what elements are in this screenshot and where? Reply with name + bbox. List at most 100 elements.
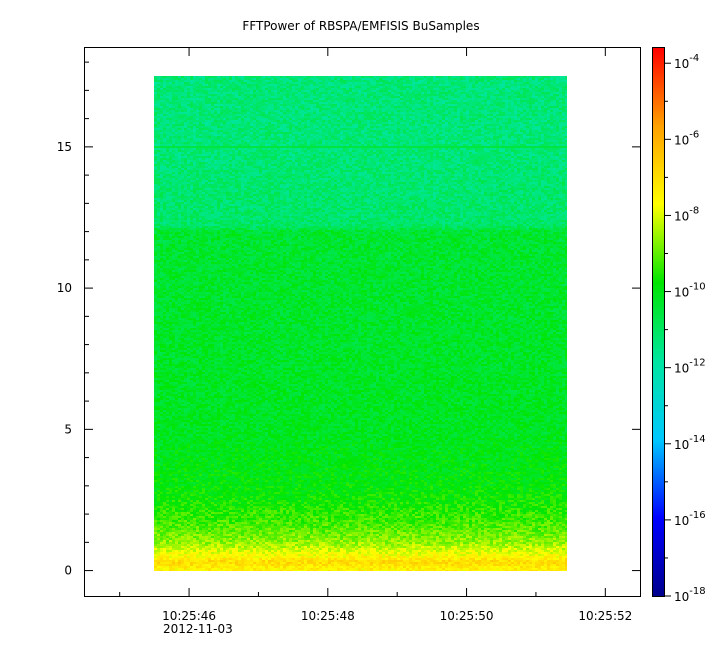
- heatmap-cell: [502, 98, 505, 100]
- heatmap-cell: [430, 128, 433, 130]
- heatmap-cell: [181, 78, 184, 80]
- heatmap-cell: [232, 140, 235, 142]
- heatmap-cell: [499, 110, 502, 112]
- heatmap-cell: [250, 80, 253, 82]
- heatmap-cell: [421, 76, 424, 78]
- heatmap-cell: [247, 88, 250, 90]
- heatmap-cell: [520, 90, 523, 92]
- heatmap-cell: [259, 98, 262, 100]
- heatmap-cell: [295, 110, 298, 112]
- heatmap-cell: [226, 106, 229, 108]
- heatmap-cell: [427, 114, 430, 116]
- heatmap-cell: [265, 120, 268, 122]
- heatmap-cell: [211, 142, 214, 144]
- heatmap-cell: [463, 118, 466, 120]
- heatmap-cell: [304, 120, 307, 122]
- heatmap-cell: [358, 132, 361, 134]
- heatmap-cell: [499, 134, 502, 136]
- heatmap-cell: [409, 82, 412, 84]
- heatmap-cell: [361, 124, 364, 126]
- heatmap-cell: [472, 108, 475, 110]
- heatmap-cell: [514, 100, 517, 102]
- heatmap-cell: [229, 82, 232, 84]
- heatmap-cell: [385, 134, 388, 136]
- heatmap-cell: [169, 80, 172, 82]
- heatmap-cell: [310, 122, 313, 124]
- heatmap-cell: [292, 130, 295, 132]
- heatmap-cell: [268, 132, 271, 134]
- heatmap-cell: [484, 84, 487, 86]
- heatmap-cell: [373, 122, 376, 124]
- heatmap-cell: [244, 132, 247, 134]
- heatmap-cell: [439, 100, 442, 102]
- heatmap-cell: [304, 84, 307, 86]
- heatmap-cell: [433, 124, 436, 126]
- heatmap-cell: [286, 84, 289, 86]
- heatmap-cell: [442, 94, 445, 96]
- heatmap-cell: [187, 120, 190, 122]
- heatmap-cell: [292, 138, 295, 140]
- heatmap-cell: [211, 104, 214, 106]
- heatmap-cell: [313, 108, 316, 110]
- heatmap-cell: [460, 96, 463, 98]
- heatmap-cell: [202, 142, 205, 144]
- heatmap-cell: [160, 100, 163, 102]
- heatmap-cell: [238, 122, 241, 124]
- heatmap-cell: [262, 134, 265, 136]
- heatmap-cell: [391, 98, 394, 100]
- heatmap-cell: [472, 126, 475, 128]
- heatmap-cell: [343, 126, 346, 128]
- heatmap-cell: [520, 100, 523, 102]
- heatmap-cell: [454, 110, 457, 112]
- heatmap-cell: [301, 92, 304, 94]
- heatmap-cell: [184, 114, 187, 116]
- heatmap-cell: [505, 140, 508, 142]
- heatmap-cell: [247, 128, 250, 130]
- heatmap-cell: [256, 94, 259, 96]
- heatmap-cell: [208, 80, 211, 82]
- heatmap-cell: [373, 142, 376, 144]
- heatmap-cell: [238, 104, 241, 106]
- heatmap-cell: [418, 102, 421, 104]
- heatmap-cell: [262, 124, 265, 126]
- heatmap-cell: [565, 78, 567, 80]
- heatmap-cell: [268, 140, 271, 142]
- heatmap-cell: [232, 124, 235, 126]
- heatmap-cell: [535, 98, 538, 100]
- heatmap-cell: [541, 116, 544, 118]
- heatmap-cell: [163, 120, 166, 122]
- heatmap-cell: [238, 110, 241, 112]
- heatmap-cell: [160, 92, 163, 94]
- heatmap-cell: [169, 78, 172, 80]
- heatmap-cell: [460, 114, 463, 116]
- heatmap-cell: [286, 80, 289, 82]
- heatmap-cell: [481, 78, 484, 80]
- heatmap-cell: [403, 78, 406, 80]
- heatmap-cell: [403, 100, 406, 102]
- heatmap-cell: [400, 80, 403, 82]
- heatmap-cell: [532, 144, 535, 146]
- heatmap-cell: [400, 140, 403, 142]
- heatmap-cell: [391, 90, 394, 92]
- heatmap-cell: [310, 100, 313, 102]
- heatmap-cell: [538, 134, 541, 136]
- heatmap-cell: [484, 78, 487, 80]
- heatmap-cell: [466, 88, 469, 90]
- heatmap-cell: [340, 140, 343, 142]
- heatmap-cell: [412, 100, 415, 102]
- heatmap-cell: [388, 144, 391, 146]
- heatmap-cell: [565, 114, 567, 116]
- heatmap-cell: [532, 136, 535, 138]
- heatmap-cell: [322, 76, 325, 78]
- heatmap-cell: [181, 94, 184, 96]
- heatmap-cell: [448, 106, 451, 108]
- heatmap-cell: [481, 92, 484, 94]
- heatmap-cell: [556, 122, 559, 124]
- heatmap-cell: [292, 96, 295, 98]
- heatmap-cell: [235, 136, 238, 138]
- heatmap-cell: [175, 102, 178, 104]
- heatmap-cell: [385, 116, 388, 118]
- heatmap-cell: [328, 90, 331, 92]
- heatmap-cell: [481, 112, 484, 114]
- heatmap-cell: [181, 142, 184, 144]
